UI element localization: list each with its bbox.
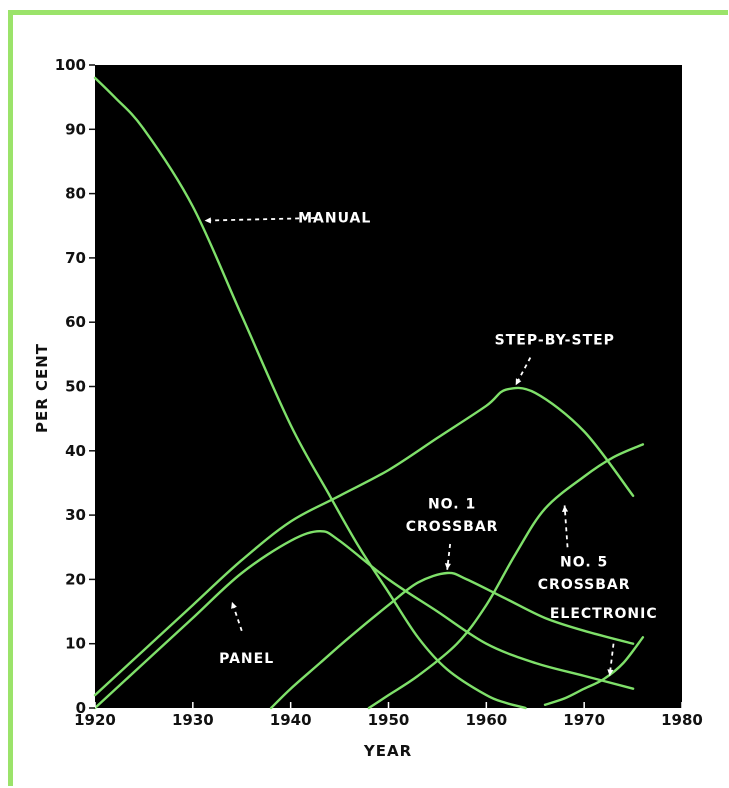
annotation-label: MANUAL — [298, 211, 371, 227]
x-tick-label: 1970 — [563, 711, 605, 729]
annotation-arrowhead — [607, 669, 614, 676]
frame-left-border — [8, 10, 13, 786]
x-tick-label: 1960 — [465, 711, 507, 729]
annotation-label: PANEL — [219, 651, 274, 667]
frame-top-border — [8, 10, 728, 15]
y-tick-label: 90 — [65, 120, 86, 138]
y-tick-label: 20 — [65, 570, 86, 588]
y-tick-label: 40 — [65, 442, 86, 460]
y-tick-label: 50 — [65, 378, 86, 396]
series-line-step-by-step — [93, 386, 635, 697]
y-tick-label: 0 — [76, 699, 86, 717]
y-tick-label: 60 — [65, 313, 86, 331]
y-tick-label: 100 — [55, 56, 86, 74]
x-axis: 1920 1930 1940 1950 1960 1970 1980 — [74, 702, 703, 729]
annotation-arrowhead — [231, 601, 237, 609]
y-axis: 0 10 20 30 40 50 60 70 80 90 100 — [55, 56, 95, 717]
annotation-label: ELECTRONIC — [550, 606, 658, 622]
y-tick-label: 70 — [65, 249, 86, 267]
y-tick-label: 30 — [65, 506, 86, 524]
annotation-arrowhead — [562, 505, 569, 512]
series-line-manual — [93, 76, 527, 710]
annotation-label: CROSSBAR — [538, 577, 631, 593]
series-line-no-1-crossbar — [269, 571, 635, 710]
x-tick-label: 1930 — [172, 711, 214, 729]
y-axis-title: PER CENT — [33, 343, 51, 433]
y-tick-label: 10 — [65, 635, 86, 653]
annotation-layer: MANUAL STEP-BY-STEP NO. 1 CROSSBAR NO. 5 CROS… — [219, 211, 658, 667]
plot-background — [95, 65, 682, 708]
annotation-arrow — [204, 217, 316, 222]
annotation-arrowhead — [204, 217, 211, 224]
series-layer — [93, 76, 645, 710]
y-tick-label: 80 — [65, 185, 86, 203]
annotation-label: STEP-BY-STEP — [495, 333, 615, 349]
x-tick-label: 1940 — [270, 711, 312, 729]
series-line-no-5-crossbar — [367, 443, 645, 710]
annotation-label: NO. 5 — [560, 555, 608, 571]
annotation-arrowhead — [444, 563, 451, 570]
annotation-label: CROSSBAR — [406, 519, 499, 535]
arrow-layer — [204, 217, 615, 676]
x-tick-label: 1950 — [368, 711, 410, 729]
x-tick-label: 1980 — [661, 711, 703, 729]
annotation-arrowhead — [515, 378, 522, 386]
x-tick-label: 1920 — [74, 711, 116, 729]
annotation-arrow — [563, 505, 569, 548]
annotation-label: NO. 1 — [428, 497, 476, 513]
series-line-panel — [93, 530, 635, 710]
series-line-electronic — [543, 636, 645, 706]
x-axis-title: YEAR — [363, 742, 412, 760]
